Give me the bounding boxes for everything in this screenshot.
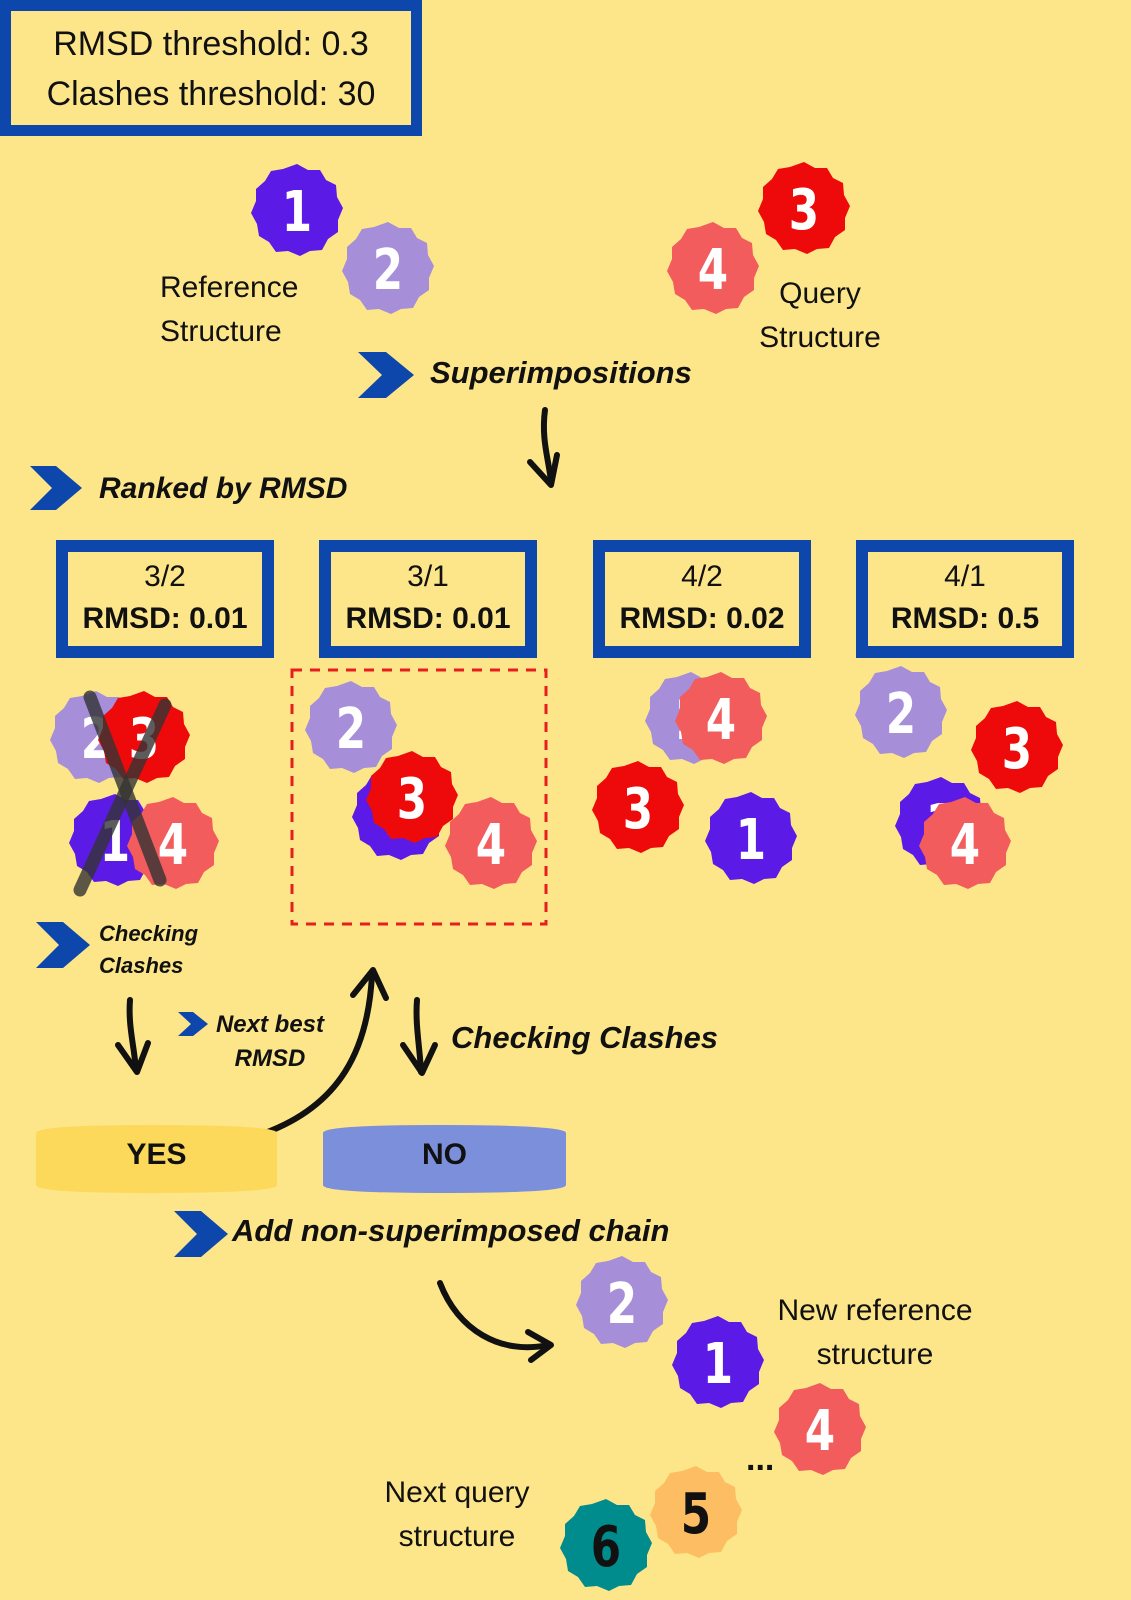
curved-up-arrow-icon (262, 972, 375, 1136)
arrow-head (527, 452, 560, 488)
chain-2-badge: 2 (576, 1256, 668, 1348)
pair-box-3-2: 3/2 RMSD: 0.01 (56, 540, 274, 658)
chain-number: 3 (1002, 716, 1032, 782)
chain-number: 3 (789, 177, 819, 243)
next-query-line1: Next query (384, 1476, 530, 1509)
rmsd-threshold: RMSD threshold: 0.3 (53, 25, 369, 63)
reference-structure-label: Reference Structure (160, 266, 340, 354)
chain-number: 4 (698, 237, 728, 303)
chain-1-badge: 1 (705, 792, 797, 884)
chevron-icon (30, 466, 82, 510)
chevron-icon (36, 922, 90, 968)
chain-4-badge: 4 (445, 797, 537, 889)
down-arrow-icon (126, 997, 139, 1073)
chain-4-badge: 4 (127, 797, 219, 889)
chain-number: 1 (282, 179, 312, 245)
no-pill (323, 1125, 566, 1193)
curved-right-arrow-icon (437, 1280, 551, 1351)
next-best-rmsd-label: Next best RMSD (205, 1008, 335, 1076)
chain-5-badge: 5 (650, 1466, 742, 1558)
down-arrow-icon (540, 407, 554, 485)
new-reference-line1: New reference (777, 1294, 973, 1327)
ranked-label: Ranked by RMSD (99, 472, 348, 505)
clashes-threshold: Clashes threshold: 30 (46, 75, 376, 113)
add-chain-label: Add non-superimposed chain (232, 1213, 670, 1248)
down-arrow-icon (413, 997, 424, 1075)
chain-number: 4 (706, 687, 736, 753)
chain-2-badge: 2 (305, 681, 397, 773)
chain-3-badge: 3 (758, 162, 850, 254)
pair-name: 3/2 (144, 560, 186, 593)
chain-number: 2 (607, 1271, 637, 1337)
pair-box-4-2: 4/2 RMSD: 0.02 (593, 540, 811, 658)
chevron-icon (178, 1012, 208, 1036)
pair-rmsd: RMSD: 0.02 (619, 602, 785, 635)
chain-number: 4 (158, 812, 188, 878)
chain-number: 4 (950, 812, 980, 878)
new-reference-line2: structure (816, 1338, 934, 1371)
next-best-line2: RMSD (234, 1045, 306, 1072)
yes-pill (36, 1125, 277, 1193)
chevron-icon (174, 1211, 228, 1257)
pair-name: 4/1 (944, 560, 986, 593)
chain-number: 6 (591, 1514, 621, 1580)
chain-number: 1 (736, 807, 766, 873)
no-label: NO (422, 1138, 467, 1171)
chain-1-badge: 1 (251, 164, 343, 256)
chain-2-badge: 2 (342, 222, 434, 314)
ellipsis: ... (746, 1440, 775, 1478)
arrow-head (400, 1042, 438, 1076)
query-label-line1: Query (779, 277, 861, 310)
chain-number: 2 (373, 237, 403, 303)
chain-1-badge: 1 (672, 1316, 764, 1408)
pair-rmsd: RMSD: 0.01 (82, 602, 248, 635)
next-best-line1: Next best (215, 1011, 325, 1038)
chain-number: 4 (476, 812, 506, 878)
pair-rmsd: RMSD: 0.5 (890, 602, 1040, 635)
query-label-line2: Structure (759, 321, 881, 354)
arrow-head (525, 1329, 554, 1363)
pair-box-3-1: 3/1 RMSD: 0.01 (319, 540, 537, 658)
chain-number: 3 (397, 766, 427, 832)
chain-3-badge: 3 (971, 701, 1063, 793)
arrow-head (115, 1040, 151, 1075)
chain-badges: 1234231421342431231421456 (50, 162, 1063, 1591)
yes-label: YES (126, 1138, 187, 1171)
chain-number: 4 (805, 1398, 835, 1464)
reference-label-line1: Reference (160, 271, 299, 304)
chain-6-badge: 6 (560, 1499, 652, 1591)
pair-name: 3/1 (407, 560, 449, 593)
chain-number: 2 (886, 681, 916, 747)
superimpositions-label: Superimpositions (430, 355, 692, 390)
chain-number: 5 (681, 1481, 711, 1547)
arrow-head (350, 967, 389, 1001)
query-structure-label: Query Structure (740, 272, 900, 360)
checking-clashes-small-line1: Checking (99, 921, 199, 946)
pair-box-4-1: 4/1 RMSD: 0.5 (856, 540, 1074, 658)
pair-name: 4/2 (681, 560, 723, 593)
chain-4-badge: 4 (667, 222, 759, 314)
checking-clashes-small-line2: Clashes (99, 953, 184, 978)
chain-4-badge: 4 (774, 1383, 866, 1475)
next-query-label: Next query structure (362, 1471, 552, 1559)
checking-clashes-label: Checking Clashes (451, 1020, 719, 1055)
chain-2-badge: 2 (855, 666, 947, 758)
chain-4-badge: 4 (675, 672, 767, 764)
chain-number: 3 (623, 776, 653, 842)
threshold-box: RMSD threshold: 0.3 Clashes threshold: 3… (0, 0, 422, 136)
chevron-icon (358, 352, 414, 398)
chain-3-badge: 3 (592, 761, 684, 853)
chain-3-badge: 3 (366, 751, 458, 843)
chain-number: 1 (703, 1331, 733, 1397)
new-reference-label: New reference structure (765, 1289, 985, 1377)
pair-rmsd: RMSD: 0.01 (345, 602, 511, 635)
reference-label-line2: Structure (160, 315, 282, 348)
rejected-x-icon (73, 690, 172, 897)
selected-superimposition-frame (290, 668, 548, 926)
chain-4-badge: 4 (919, 797, 1011, 889)
chain-number: 2 (336, 696, 366, 762)
checking-clashes-small-label: Checking Clashes (99, 918, 198, 982)
next-query-line2: structure (398, 1520, 516, 1553)
